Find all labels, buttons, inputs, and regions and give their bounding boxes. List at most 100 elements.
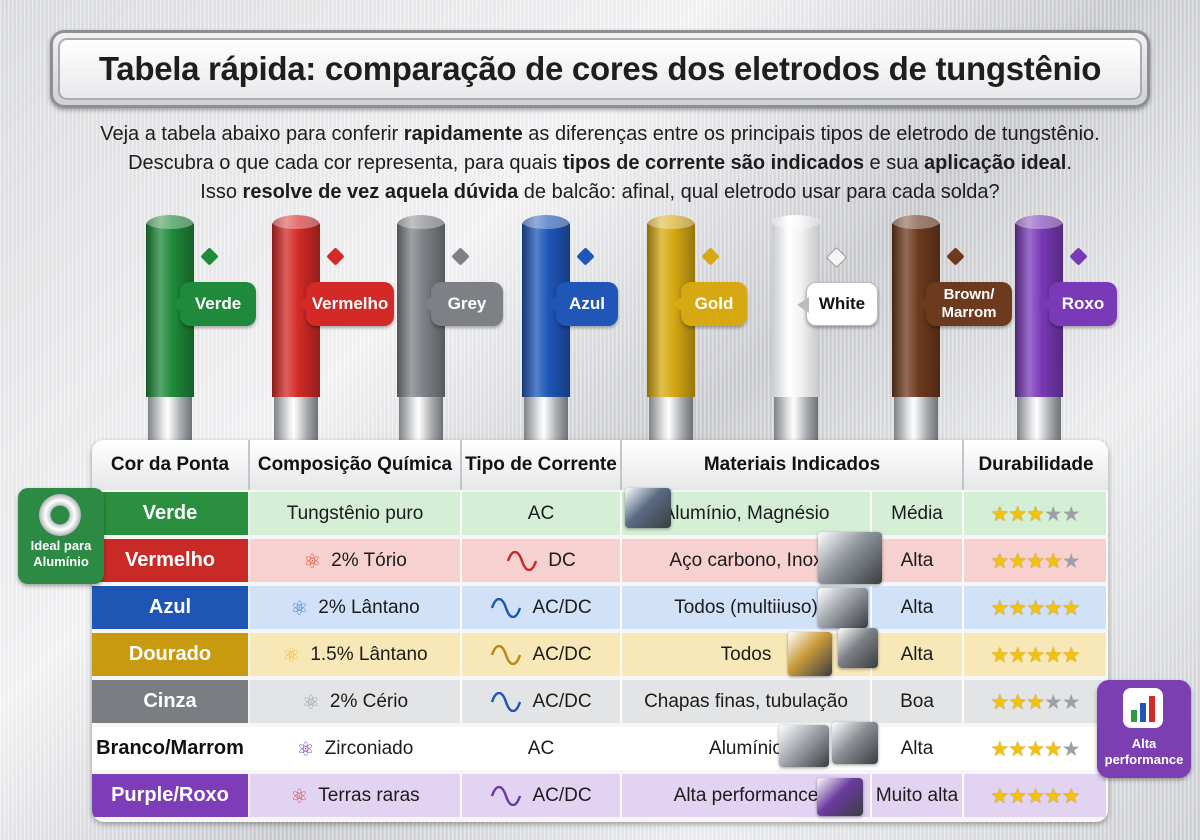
corrente-text: DC xyxy=(548,549,576,571)
star-icon: ★ xyxy=(1043,642,1063,667)
star-icon: ★ xyxy=(1008,642,1027,667)
electrode-shaft xyxy=(148,397,192,447)
cell-durabilidade-label: Boa xyxy=(872,680,964,723)
star-rating: ★★★★★ xyxy=(990,642,1080,667)
diamond-marker-icon xyxy=(825,246,848,269)
electrode-5 xyxy=(647,215,695,447)
header-composicao: Composição Química xyxy=(250,440,462,490)
cell-composicao: ⚛ 2% Tório xyxy=(250,539,462,582)
cell-durabilidade-label: Alta xyxy=(872,586,964,629)
intro-text: Veja a tabela abaixo para conferir rapid… xyxy=(60,120,1140,207)
star-rating: ★★★★★ xyxy=(990,595,1081,620)
electrode-shaft xyxy=(1017,397,1061,447)
star-icon: ★ xyxy=(1061,501,1081,526)
badge-performance-label: Alta performance xyxy=(1104,736,1184,767)
cell-corrente: DC xyxy=(462,539,622,582)
sine-wave-icon xyxy=(491,785,522,806)
table-row: Dourado ⚛ 1.5% Lântano AC/DC Todos Alta ★★★★★ xyxy=(92,631,1108,676)
diamond-marker-icon xyxy=(326,247,345,266)
cell-durabilidade-label: Alta xyxy=(872,539,964,582)
electrode-label: Grey xyxy=(421,282,503,326)
star-icon: ★ xyxy=(1061,736,1081,761)
star-icon: ★ xyxy=(1008,548,1027,573)
composicao-text: Zirconiado xyxy=(324,737,414,759)
star-icon: ★ xyxy=(990,736,1009,761)
cell-composicao: ⚛ 2% Lântano xyxy=(250,586,462,629)
cell-durabilidade-stars: ★★★★★ xyxy=(964,492,1108,535)
cell-corrente: AC xyxy=(462,492,622,535)
cell-durabilidade-label: Muito alta xyxy=(872,774,964,817)
brass-tube-icon xyxy=(788,632,832,676)
materiais-text: Chapas finas, tubulação xyxy=(644,690,848,712)
electrode-shaft xyxy=(894,397,938,447)
star-icon: ★ xyxy=(990,783,1009,808)
cell-durabilidade-stars: ★★★★★ xyxy=(964,539,1108,582)
materiais-text: Alumínio xyxy=(709,737,783,759)
cell-durabilidade-stars: ★★★★★ xyxy=(964,774,1108,817)
header-durabilidade: Durabilidade xyxy=(964,440,1108,490)
corrente-text: AC xyxy=(527,502,555,524)
intro-line-1: Veja a tabela abaixo para conferir rapid… xyxy=(100,123,1100,145)
electrode-shaft xyxy=(649,397,693,447)
star-icon: ★ xyxy=(1061,548,1081,573)
metal-beam-icon xyxy=(818,588,868,628)
star-icon: ★ xyxy=(990,689,1009,714)
materiais-text: Alumínio, Magnésio xyxy=(662,502,830,524)
header-materiais: Materiais Indicados xyxy=(622,440,964,490)
star-icon: ★ xyxy=(1026,642,1045,667)
cell-composicao: ⚛ Zirconiado xyxy=(250,727,462,770)
title-inner: Tabela rápida: comparação de cores dos e… xyxy=(58,38,1142,100)
diamond-marker-icon xyxy=(576,247,595,266)
tube-icon xyxy=(39,494,81,536)
cell-corrente: AC/DC xyxy=(462,680,622,723)
composicao-text: Terras raras xyxy=(318,784,420,806)
star-rating: ★★★★★ xyxy=(990,736,1081,761)
corrente-text: AC/DC xyxy=(532,596,592,618)
cell-composicao: ⚛ 1.5% Lântano xyxy=(250,633,462,676)
electrode-label: Azul xyxy=(546,282,618,326)
metal-frame-icon xyxy=(818,532,882,584)
cell-composicao: ⚛ 2% Cério xyxy=(250,680,462,723)
cell-durabilidade-label: Alta xyxy=(872,633,964,676)
intro-line-3: Isso resolve de vez aquela dúvida de bal… xyxy=(200,181,1000,203)
cell-composicao: ⚛ Terras raras xyxy=(250,774,462,817)
composicao-text: 2% Tório xyxy=(331,549,407,571)
electrode-6 xyxy=(772,215,820,447)
star-icon: ★ xyxy=(990,595,1009,620)
star-icon: ★ xyxy=(1043,783,1063,808)
star-icon: ★ xyxy=(1008,736,1027,761)
molecule-icon: ⚛ xyxy=(290,595,309,620)
electrode-label: White xyxy=(797,282,878,326)
cell-corrente: AC/DC xyxy=(462,586,622,629)
cell-cor: Purple/Roxo xyxy=(92,774,250,817)
cell-corrente: AC xyxy=(462,727,622,770)
sine-wave-icon xyxy=(491,691,522,712)
diamond-marker-icon xyxy=(200,247,219,266)
electrode-label: Brown/ Marrom xyxy=(916,282,1012,326)
electrode-label: Vermelho xyxy=(296,282,394,326)
star-icon: ★ xyxy=(1026,595,1045,620)
star-icon: ★ xyxy=(1061,595,1081,620)
star-rating: ★★★★★ xyxy=(990,689,1080,714)
materiais-text: Todos xyxy=(720,643,772,665)
table-row: Cinza ⚛ 2% Cério AC/DC Chapas finas, tubulaç… xyxy=(92,678,1108,723)
electrode-1 xyxy=(146,215,194,447)
star-icon: ★ xyxy=(990,501,1009,526)
diamond-marker-icon xyxy=(946,247,965,266)
diamond-marker-icon xyxy=(701,247,720,266)
electrode-label: Verde xyxy=(170,282,256,326)
materiais-text: Alta performance xyxy=(673,784,819,806)
star-icon: ★ xyxy=(1008,501,1027,526)
electrode-8 xyxy=(1015,215,1063,447)
cell-cor: Vermelho xyxy=(92,539,250,582)
cell-cor: Cinza xyxy=(92,680,250,723)
badge-aluminio-label: Ideal para Alumínio xyxy=(30,538,92,569)
star-icon: ★ xyxy=(1026,689,1045,714)
cell-cor: Azul xyxy=(92,586,250,629)
cell-cor: Branco/Marrom xyxy=(92,727,250,770)
molecule-icon: ⚛ xyxy=(296,736,315,761)
cell-cor: Verde xyxy=(92,492,250,535)
star-icon: ★ xyxy=(1008,783,1027,808)
sine-wave-icon xyxy=(507,550,538,571)
star-icon: ★ xyxy=(1008,689,1027,714)
